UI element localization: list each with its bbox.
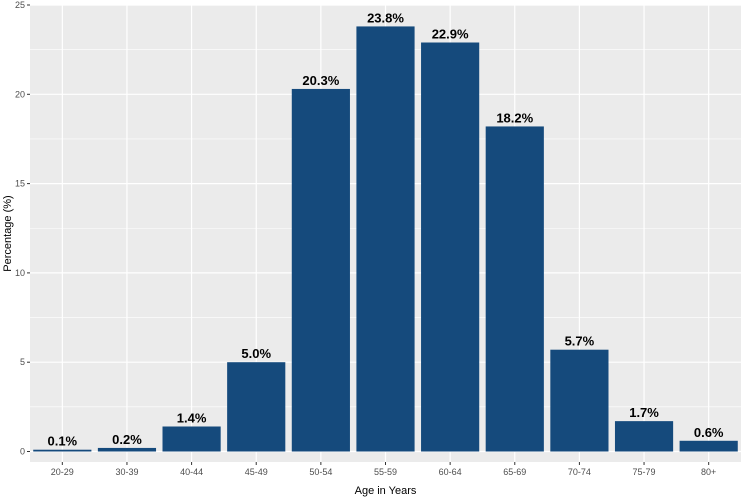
y-tick-label: 20 <box>15 89 25 99</box>
x-axis-title: Age in Years <box>355 485 417 497</box>
data-label-60-64: 22.9% <box>432 27 469 42</box>
y-tick-label: 10 <box>15 268 25 278</box>
y-tick-label: 25 <box>15 0 25 10</box>
data-label-20-29: 0.1% <box>47 434 77 449</box>
bar-80+ <box>679 440 738 452</box>
y-axis-ticks: 0 5 10 15 20 25 <box>15 0 30 457</box>
bar-60-64 <box>421 42 480 452</box>
x-tick-label-50-54: 50-54 <box>309 467 332 477</box>
bar-70-74 <box>550 349 609 452</box>
y-axis-title: Percentage (%) <box>2 195 14 271</box>
bar-20-29 <box>33 449 92 452</box>
x-tick-label-80+: 80+ <box>701 467 716 477</box>
data-label-45-49: 5.0% <box>241 346 271 361</box>
x-tick-label-75-79: 75-79 <box>633 467 656 477</box>
x-tick-label-40-44: 40-44 <box>180 467 203 477</box>
x-tick-label-55-59: 55-59 <box>374 467 397 477</box>
x-axis-ticks: 20-29 30-39 40-44 45-49 50-54 55-59 60-64 65-69… <box>51 462 716 477</box>
bars <box>33 26 738 452</box>
x-tick-label-70-74: 70-74 <box>568 467 591 477</box>
data-label-75-79: 1.7% <box>629 405 659 420</box>
data-label-80+: 0.6% <box>694 425 724 440</box>
y-tick-label: 0 <box>20 447 25 457</box>
data-label-55-59: 23.8% <box>367 10 404 25</box>
x-tick-label-20-29: 20-29 <box>51 467 74 477</box>
data-label-50-54: 20.3% <box>302 73 339 88</box>
x-tick-label-60-64: 60-64 <box>439 467 462 477</box>
bar-65-69 <box>485 126 544 452</box>
data-labels: 0.1% 0.2% 1.4% 5.0% 20.3% 23.8% 22.9% 18.2% 5.7%… <box>47 10 723 448</box>
y-tick-label: 15 <box>15 179 25 189</box>
x-tick-label-45-49: 45-49 <box>245 467 268 477</box>
bar-30-39 <box>97 447 157 452</box>
data-label-30-39: 0.2% <box>112 432 142 447</box>
data-label-40-44: 1.4% <box>177 410 207 425</box>
x-tick-label-30-39: 30-39 <box>115 467 138 477</box>
bar-50-54 <box>291 88 350 452</box>
bar-75-79 <box>614 421 674 452</box>
y-tick-label: 5 <box>20 357 25 367</box>
bar-40-44 <box>162 426 221 452</box>
data-label-65-69: 18.2% <box>496 110 533 125</box>
bar-45-49 <box>227 362 286 452</box>
x-tick-label-65-69: 65-69 <box>503 467 526 477</box>
bar-55-59 <box>356 26 415 452</box>
data-label-70-74: 5.7% <box>565 334 595 349</box>
